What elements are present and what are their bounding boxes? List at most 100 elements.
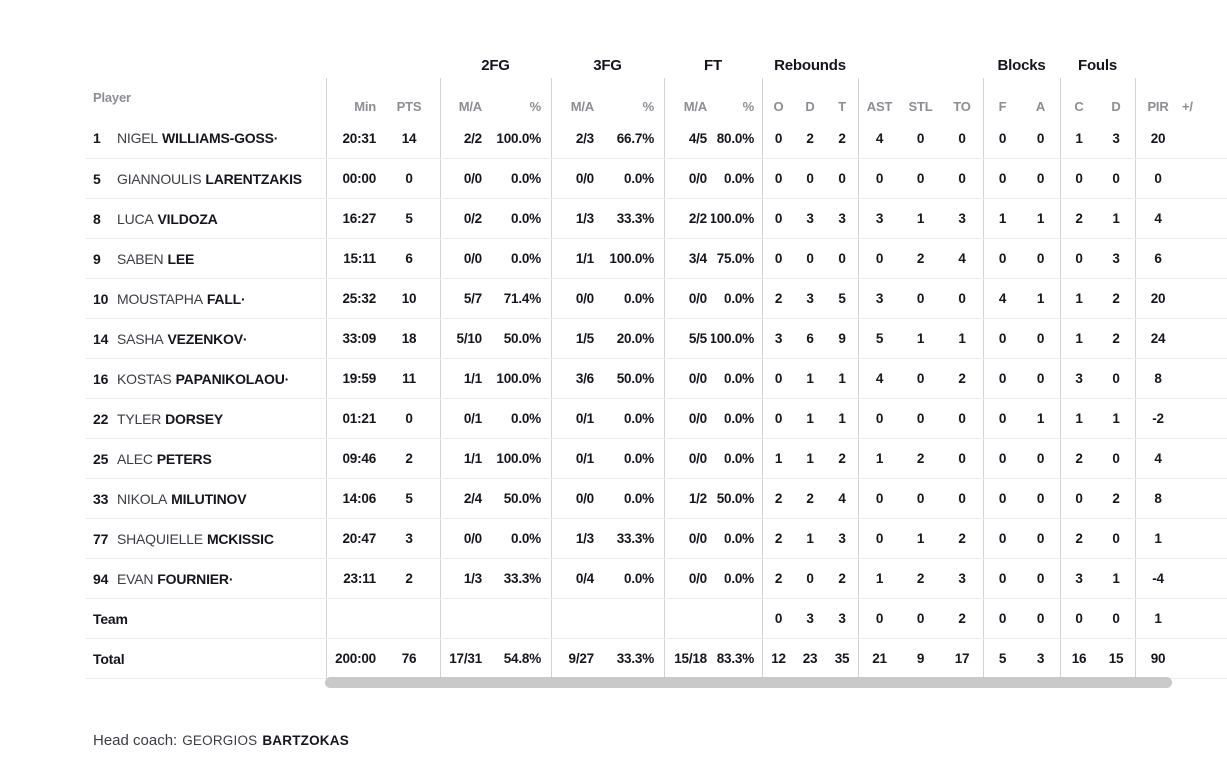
stat-foul-d: 1: [1112, 211, 1120, 226]
col-header-foul-c: C: [1060, 78, 1097, 118]
player-cell: 25 ALEC PETERS: [85, 439, 326, 478]
horizontal-scrollbar-thumb[interactable]: [325, 677, 1172, 688]
stat-blk-a: 0: [1036, 531, 1045, 546]
stat-foul-d: 3: [1112, 130, 1120, 146]
stat-foul-c: 16: [1060, 639, 1097, 678]
stat-foul-c: 3: [1060, 359, 1097, 398]
player-last-name: LARENTZAKIS: [205, 170, 302, 187]
stat-3fg-ma: 1/1: [551, 239, 598, 278]
player-number: 8: [93, 210, 101, 227]
stat-reb-t: 9: [838, 331, 846, 346]
stat-blk-f: 0: [983, 118, 1021, 158]
stat-pts: 5: [405, 491, 413, 506]
stat-reb-o: 0: [762, 159, 794, 198]
stat-to: 4: [958, 251, 966, 266]
player-cell: 5 GIANNOULIS LARENTZAKIS: [85, 159, 326, 198]
stat-reb-o: 2: [762, 559, 794, 598]
player-row: 8 LUCA VILDOZA 16:27 5 0/2 0.0% 1/3 33.3% 2/2 100.…: [85, 198, 1227, 238]
stat-ft-ma: 1/2: [664, 479, 711, 518]
stat-ft-ma: 0/0: [664, 439, 711, 478]
stat-stl: 0: [916, 130, 925, 146]
stat-plusminus: [1180, 639, 1227, 678]
stat-2fg-pct: 71.4%: [503, 291, 541, 306]
player-first-name: SHAQUIELLE: [117, 530, 203, 547]
stat-min: 00:00: [326, 159, 378, 198]
stat-min: 33:09: [326, 319, 378, 358]
stat-3fg-pct: 50.0%: [616, 371, 654, 386]
stat-ast: 0: [858, 399, 900, 438]
stat-pts: 10: [401, 291, 417, 306]
stat-foul-d: 15: [1108, 651, 1124, 666]
stat-plusminus: [1180, 479, 1227, 518]
stat-3fg-pct: 100.0%: [609, 251, 654, 266]
stat-ft-ma: 0/0: [664, 399, 711, 438]
stat-pir: 20: [1135, 118, 1180, 158]
stat-ft-pct: 0.0%: [724, 371, 754, 386]
stat-pts: 2: [405, 571, 413, 586]
stat-ast: 0: [858, 479, 900, 518]
player-first-name: GIANNOULIS: [117, 170, 202, 187]
stat-reb-t: 2: [838, 571, 846, 586]
stat-min: 200:00: [326, 639, 378, 678]
stat-reb-d: 0: [806, 171, 814, 186]
stat-ast: 0: [858, 239, 900, 278]
stat-3fg-ma: 3/6: [551, 359, 598, 398]
stat-2fg-pct: [486, 599, 551, 638]
player-row: 25 ALEC PETERS 09:46 2 1/1 100.0% 0/1 0.0% 0/0 0.0…: [85, 438, 1227, 478]
stat-ft-pct: 100.0%: [711, 211, 754, 226]
stat-3fg-pct: [598, 599, 664, 638]
stat-pir: 4: [1135, 199, 1180, 238]
stat-foul-c: 3: [1060, 559, 1097, 598]
stat-2fg-pct: 0.0%: [511, 211, 541, 226]
head-coach-label: Head coach:: [93, 732, 178, 749]
stat-stl: 2: [916, 251, 925, 266]
stat-reb-o: 12: [762, 639, 794, 678]
stat-reb-o: 0: [762, 599, 794, 638]
player-number: 22: [93, 410, 109, 427]
stat-plusminus: [1180, 599, 1227, 638]
stat-plusminus: [1180, 559, 1227, 598]
stat-reb-d: 1: [806, 371, 814, 386]
stat-3fg-pct: 33.3%: [616, 211, 654, 226]
col-header-reb-o: O: [762, 78, 794, 118]
stat-pir: 1: [1135, 599, 1180, 638]
player-last-name: FOURNIER: [157, 570, 229, 587]
group-header-spacer-ast: [858, 52, 983, 78]
player-row: 14 SASHA VEZENKOV · 33:09 18 5/10 50.0% 1/5 20.0%…: [85, 318, 1227, 358]
stat-pts: 2: [405, 451, 413, 466]
stat-ft-pct: 50.0%: [716, 491, 754, 506]
player-cell: 33 NIKOLA MILUTINOV: [85, 479, 326, 518]
player-first-name: LUCA: [117, 210, 154, 227]
player-number: 14: [93, 330, 109, 347]
stat-2fg-ma: 5/10: [440, 319, 486, 358]
stat-min: 23:11: [326, 559, 378, 598]
stat-plusminus: [1180, 519, 1227, 558]
stat-foul-d: 1: [1112, 571, 1120, 586]
stat-reb-d: 2: [806, 491, 814, 506]
player-number: 77: [93, 530, 109, 547]
starter-mark: ·: [228, 570, 234, 587]
stat-to: 2: [958, 611, 966, 626]
stat-reb-d: 1: [806, 451, 814, 466]
stat-reb-d: 3: [806, 611, 814, 626]
stat-ast: 4: [858, 359, 900, 398]
stat-foul-c: 0: [1060, 479, 1097, 518]
player-cell: 10 MOUSTAPHA FALL ·: [85, 279, 326, 318]
stat-stl: 0: [916, 611, 925, 626]
col-header-plusminus: +/: [1182, 99, 1193, 114]
stat-ast: 0: [858, 599, 900, 638]
player-row: 9 SABEN LEE 15:11 6 0/0 0.0% 1/1 100.0% 3/4 75.0% 0…: [85, 238, 1227, 278]
stat-3fg-pct: 0.0%: [624, 291, 654, 306]
stat-2fg-pct: 100.0%: [496, 451, 541, 466]
stat-2fg-ma: [440, 599, 486, 638]
head-coach-last-name: BARTZOKAS: [262, 733, 349, 748]
table-body: 1 NIGEL WILLIAMS-GOSS · 20:31 14 2/2 100.0% 2/3 6…: [85, 118, 1227, 679]
col-header-2fg-ma: M/A: [440, 78, 486, 118]
stat-stl: 0: [916, 171, 925, 186]
stat-3fg-ma: 2/3: [551, 118, 598, 158]
col-header-3fg-pct: %: [642, 99, 655, 114]
stat-stl: 1: [916, 531, 925, 546]
stat-3fg-ma: 0/0: [551, 479, 598, 518]
stat-blk-a: 3: [1036, 651, 1045, 666]
